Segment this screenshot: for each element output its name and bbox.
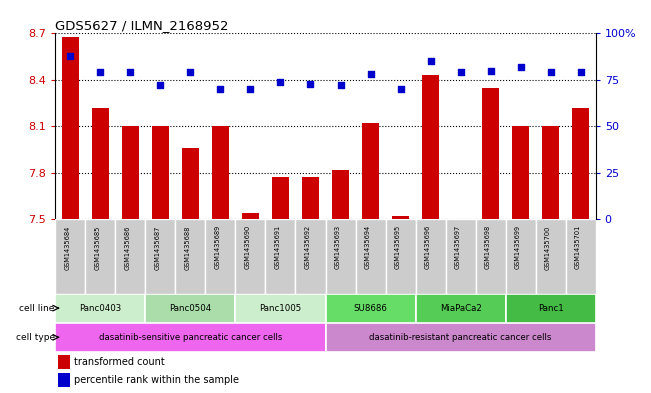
- Bar: [236, 219, 266, 294]
- Text: percentile rank within the sample: percentile rank within the sample: [74, 375, 239, 385]
- Text: GSM1435701: GSM1435701: [575, 225, 581, 269]
- Text: GSM1435686: GSM1435686: [124, 225, 130, 270]
- Text: GSM1435685: GSM1435685: [94, 225, 100, 270]
- Text: GSM1435699: GSM1435699: [515, 225, 521, 269]
- Text: GSM1435695: GSM1435695: [395, 225, 400, 269]
- Bar: [152, 126, 169, 219]
- Text: cell line: cell line: [20, 304, 55, 312]
- Point: [125, 69, 135, 75]
- Bar: [445, 219, 476, 294]
- Bar: [506, 294, 596, 323]
- Bar: [62, 37, 79, 219]
- Bar: [55, 323, 325, 352]
- Text: MiaPaCa2: MiaPaCa2: [439, 304, 482, 312]
- Bar: [482, 88, 499, 219]
- Point: [65, 53, 76, 59]
- Bar: [55, 219, 85, 294]
- Bar: [476, 219, 506, 294]
- Bar: [415, 294, 506, 323]
- Bar: [58, 373, 70, 387]
- Point: [546, 69, 556, 75]
- Point: [365, 71, 376, 77]
- Text: GSM1435690: GSM1435690: [245, 225, 251, 269]
- Bar: [296, 219, 326, 294]
- Bar: [145, 219, 175, 294]
- Text: SU8686: SU8686: [353, 304, 387, 312]
- Bar: [92, 108, 109, 219]
- Bar: [393, 216, 409, 219]
- Bar: [332, 170, 349, 219]
- Text: GSM1435694: GSM1435694: [365, 225, 370, 269]
- Bar: [422, 75, 439, 219]
- Point: [275, 79, 286, 85]
- Bar: [326, 294, 415, 323]
- Point: [335, 82, 346, 88]
- Text: Panc0504: Panc0504: [169, 304, 212, 312]
- Bar: [266, 219, 296, 294]
- Bar: [206, 219, 236, 294]
- Text: transformed count: transformed count: [74, 356, 165, 367]
- Point: [155, 82, 165, 88]
- Text: dasatinib-resistant pancreatic cancer cells: dasatinib-resistant pancreatic cancer ce…: [369, 333, 552, 342]
- Point: [95, 69, 105, 75]
- Text: GSM1435688: GSM1435688: [184, 225, 191, 270]
- Bar: [415, 219, 445, 294]
- Bar: [512, 126, 529, 219]
- Bar: [85, 219, 115, 294]
- Bar: [55, 294, 145, 323]
- Point: [215, 86, 226, 92]
- Text: GSM1435687: GSM1435687: [154, 225, 160, 270]
- Bar: [385, 219, 415, 294]
- Bar: [566, 219, 596, 294]
- Text: GSM1435689: GSM1435689: [214, 225, 221, 269]
- Point: [516, 64, 526, 70]
- Text: GSM1435692: GSM1435692: [305, 225, 311, 269]
- Text: GSM1435696: GSM1435696: [424, 225, 430, 269]
- Text: GSM1435684: GSM1435684: [64, 225, 70, 270]
- Point: [305, 81, 316, 87]
- Bar: [572, 108, 589, 219]
- Point: [575, 69, 586, 75]
- Bar: [212, 126, 229, 219]
- Bar: [355, 219, 385, 294]
- Bar: [542, 126, 559, 219]
- Text: Panc0403: Panc0403: [79, 304, 122, 312]
- Point: [245, 86, 256, 92]
- Bar: [182, 148, 199, 219]
- Bar: [145, 294, 236, 323]
- Point: [425, 58, 436, 64]
- Point: [395, 86, 406, 92]
- Text: GSM1435700: GSM1435700: [545, 225, 551, 270]
- Text: Panc1: Panc1: [538, 304, 564, 312]
- Bar: [326, 219, 355, 294]
- Text: GDS5627 / ILMN_2168952: GDS5627 / ILMN_2168952: [55, 19, 229, 32]
- Text: dasatinib-sensitive pancreatic cancer cells: dasatinib-sensitive pancreatic cancer ce…: [99, 333, 282, 342]
- Text: GSM1435698: GSM1435698: [484, 225, 491, 269]
- Bar: [175, 219, 206, 294]
- Text: Panc1005: Panc1005: [259, 304, 301, 312]
- Bar: [58, 354, 70, 369]
- Point: [186, 69, 196, 75]
- Point: [486, 68, 496, 74]
- Bar: [506, 219, 536, 294]
- Bar: [302, 177, 319, 219]
- Bar: [326, 323, 596, 352]
- Text: GSM1435697: GSM1435697: [454, 225, 461, 269]
- Bar: [362, 123, 379, 219]
- Bar: [122, 126, 139, 219]
- Bar: [272, 177, 289, 219]
- Text: cell type: cell type: [16, 333, 55, 342]
- Point: [456, 69, 466, 75]
- Bar: [536, 219, 566, 294]
- Text: GSM1435691: GSM1435691: [275, 225, 281, 269]
- Text: GSM1435693: GSM1435693: [335, 225, 340, 269]
- Bar: [115, 219, 145, 294]
- Bar: [242, 213, 258, 219]
- Bar: [236, 294, 326, 323]
